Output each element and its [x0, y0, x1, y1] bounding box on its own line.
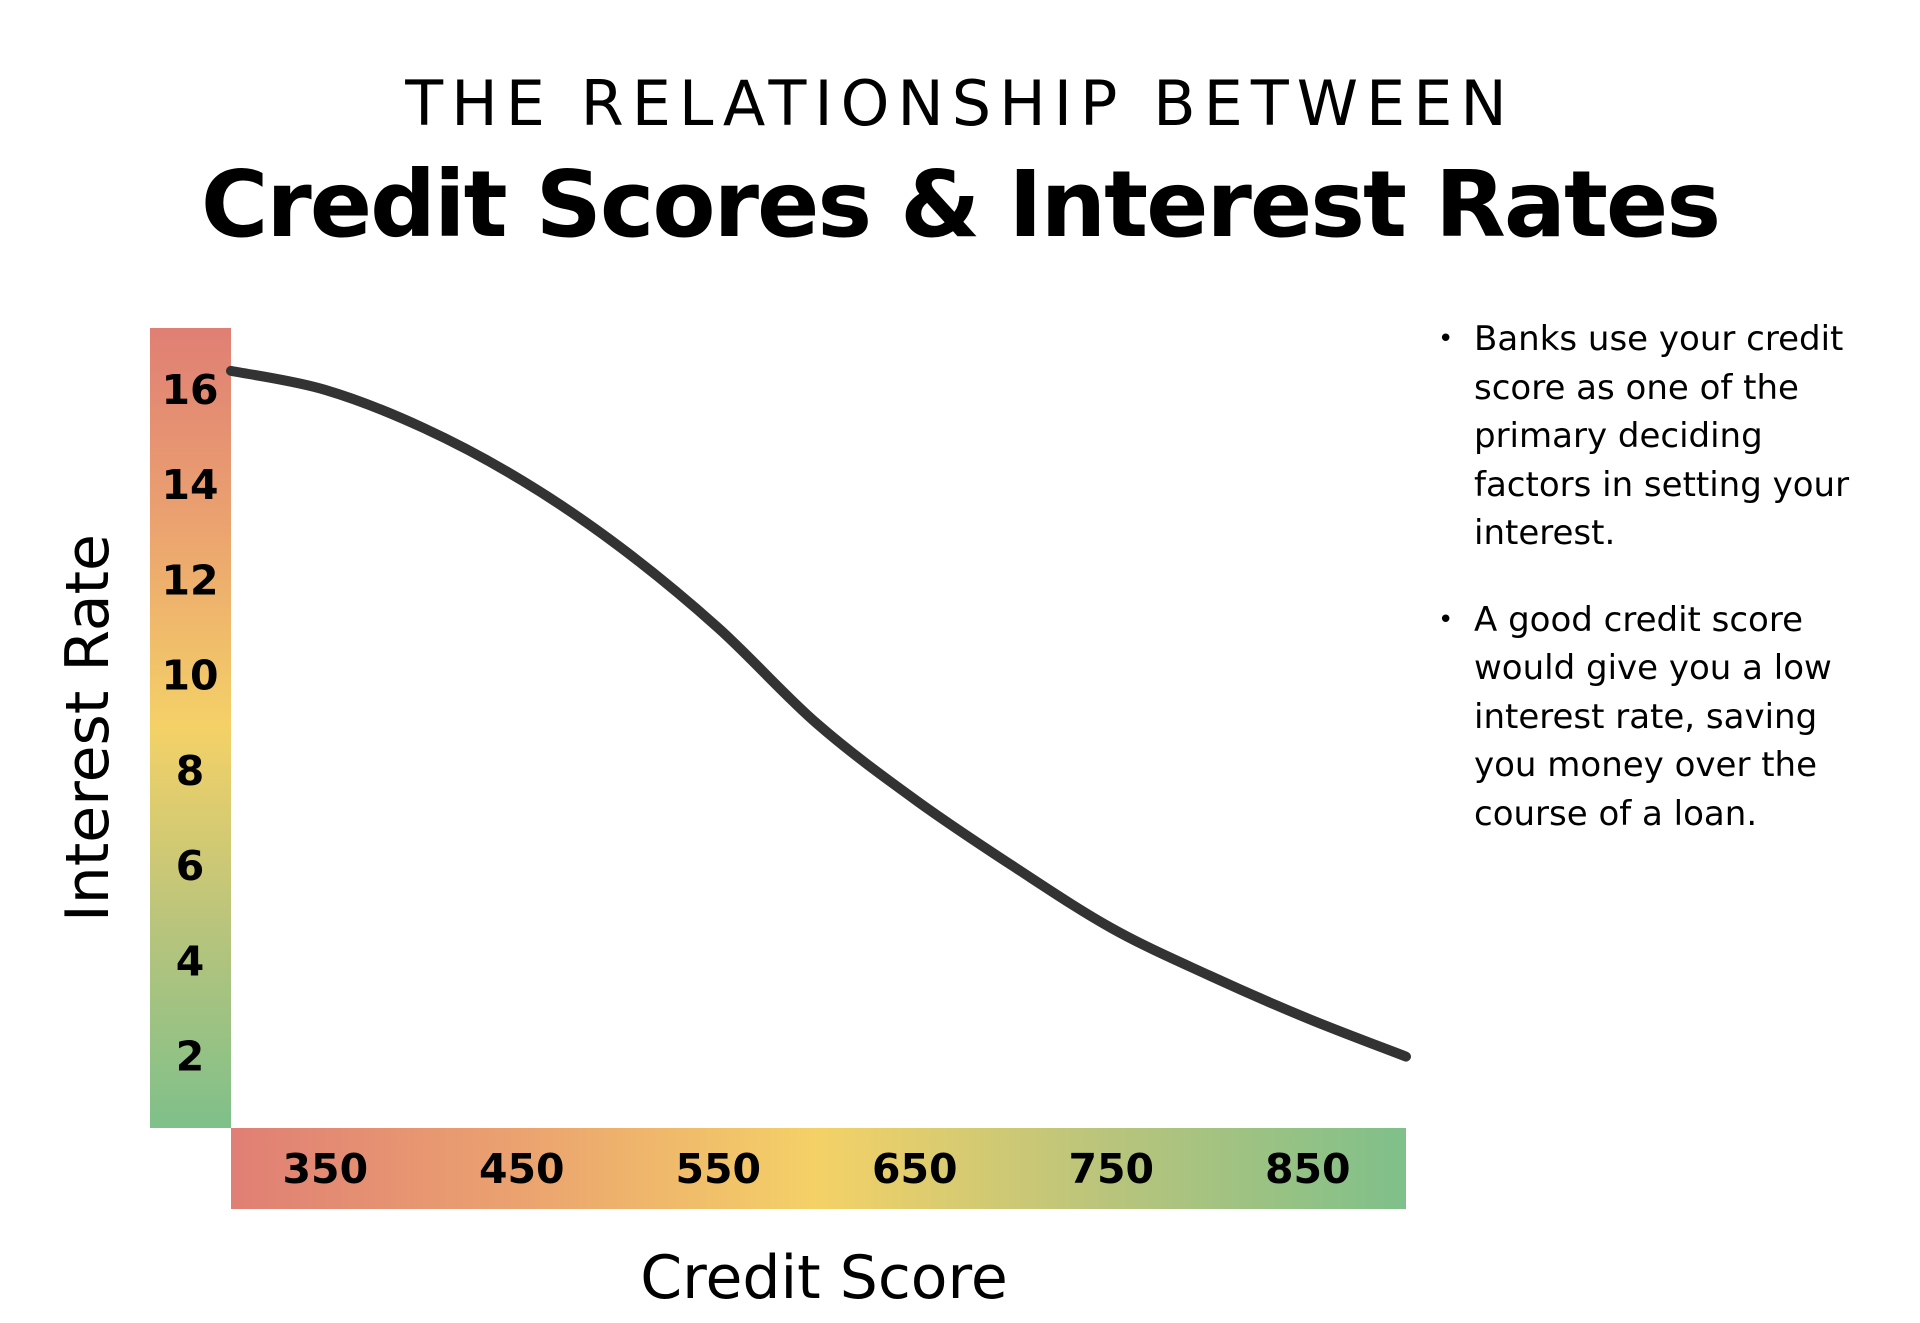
x-tick-label-550: 550 [675, 1145, 761, 1193]
note-line: interest. [1474, 513, 1616, 553]
y-axis-gradient-band [150, 328, 231, 1128]
y-tick-label-14: 14 [161, 461, 218, 509]
y-axis-label: Interest Rate [53, 534, 123, 922]
x-tick-label-650: 650 [872, 1145, 958, 1193]
y-tick-label-8: 8 [176, 747, 205, 795]
y-tick-label-6: 6 [176, 842, 205, 890]
note-line: primary deciding [1474, 416, 1763, 456]
chart-title-main: Credit Scores & Interest Rates [200, 151, 1721, 258]
note-line: A good credit score [1474, 599, 1804, 640]
note-line: would give you a low [1474, 648, 1832, 688]
explanation-notes: • Banks use your credit score as one of th… [1438, 315, 1908, 876]
note-line: Banks use your credit [1474, 319, 1844, 359]
y-tick-label-10: 10 [161, 652, 218, 700]
y-tick-label-4: 4 [176, 937, 205, 985]
x-tick-label-850: 850 [1265, 1145, 1351, 1193]
note-line: score as one of the [1474, 367, 1799, 408]
note-line: course of a loan. [1474, 793, 1758, 834]
x-tick-label-450: 450 [479, 1145, 565, 1193]
x-tick-label-350: 350 [283, 1145, 369, 1193]
chart-title-top: THE RELATIONSHIP BETWEEN [405, 67, 1515, 140]
note-line: you money over the [1474, 745, 1818, 785]
interest-rate-curve [226, 365, 1411, 1062]
x-axis-gradient-band [231, 1128, 1406, 1209]
y-tick-label-16: 16 [161, 366, 218, 414]
note-item-1: • Banks use your credit score as one of th… [1438, 315, 1908, 558]
y-tick-label-2: 2 [176, 1033, 205, 1081]
note-item-2: • A good credit score would give you a low… [1438, 596, 1908, 839]
note-line: factors in setting your [1474, 464, 1850, 505]
y-tick-label-12: 12 [161, 556, 218, 604]
x-axis-label: Credit Score [640, 1243, 1008, 1313]
x-tick-labels: 350 450 550 650 750 850 [283, 1145, 1351, 1193]
bullet-icon: • [1438, 324, 1454, 354]
y-tick-labels: 16 14 12 10 8 6 4 2 [161, 366, 218, 1081]
x-tick-label-750: 750 [1068, 1145, 1154, 1193]
note-line: interest rate, saving [1474, 696, 1818, 737]
bullet-icon: • [1438, 604, 1454, 635]
